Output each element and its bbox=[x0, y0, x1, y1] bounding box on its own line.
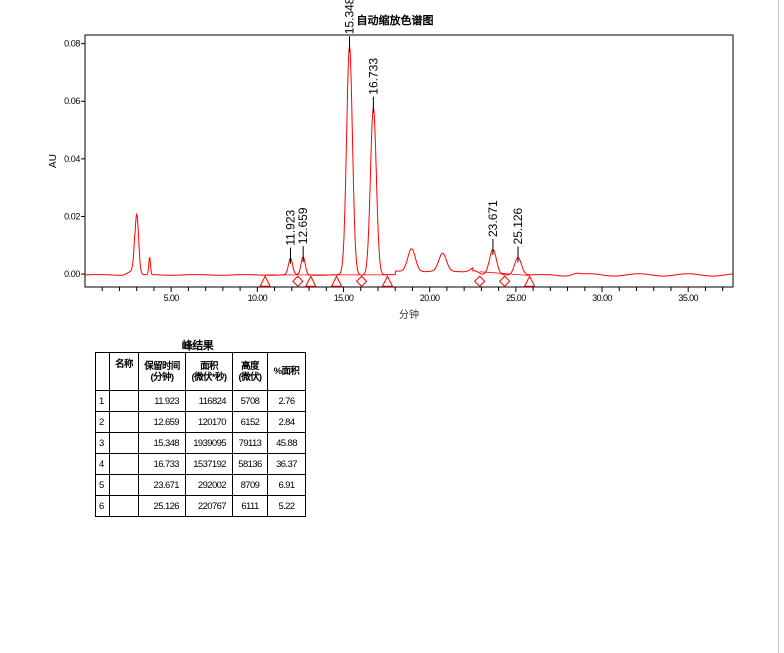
col-height: 高度 (微伏) bbox=[232, 352, 268, 391]
peak-results-table: 名称 保留时间 (分钟) 面积 (微伏*秒) 高度 (微伏) %面积 1 11.9… bbox=[95, 352, 306, 517]
baseline-triangle-marker bbox=[259, 275, 271, 287]
baseline-triangle-marker bbox=[523, 275, 536, 287]
chromatogram-chart: 自动缩放色谱图 0.00 0.02 0.04 0.06 0.08 5.00 10.00 15.0… bbox=[48, 0, 734, 321]
table-cell: 2 bbox=[95, 411, 110, 433]
y-tick-label: 0.06 bbox=[64, 96, 80, 106]
signal-trace bbox=[85, 46, 733, 277]
table-cell: 12.659 bbox=[138, 411, 186, 433]
table-cell: 116824 bbox=[185, 390, 233, 412]
table-cell: 2.76 bbox=[267, 390, 306, 412]
y-tick-label: 0.04 bbox=[64, 154, 80, 164]
peak-label: 16.733 bbox=[366, 58, 380, 95]
col-index bbox=[95, 352, 110, 391]
col-rt: 保留时间 (分钟) bbox=[138, 352, 186, 391]
table-cell: 25.126 bbox=[138, 495, 186, 517]
table-cell: 11.923 bbox=[138, 390, 186, 412]
table-cell: 220767 bbox=[185, 495, 233, 517]
table-row: 2 12.659 120170 6152 2.84 bbox=[95, 411, 306, 433]
plot-frame bbox=[84, 34, 734, 288]
peak-label: 12.659 bbox=[296, 207, 310, 244]
table-cell: 16.733 bbox=[138, 453, 186, 475]
baseline-diamond-marker bbox=[498, 275, 511, 287]
table-row: 4 16.733 1537192 58136 36.37 bbox=[95, 453, 306, 475]
table-cell bbox=[109, 474, 139, 496]
chart-title: 自动缩放色谱图 bbox=[357, 13, 434, 27]
table-cell: 58136 bbox=[232, 453, 268, 475]
table-cell: 3 bbox=[95, 432, 110, 454]
table-cell: 6111 bbox=[232, 495, 268, 517]
peak-label: 11.923 bbox=[283, 209, 297, 245]
table-cell: 4 bbox=[95, 453, 110, 475]
table-cell: 45.88 bbox=[267, 432, 306, 454]
x-tick-label: 25.00 bbox=[506, 293, 526, 303]
table-cell: 6152 bbox=[232, 411, 268, 433]
table-cell: 1537192 bbox=[185, 453, 233, 475]
baseline-diamond-marker bbox=[473, 275, 486, 287]
peak-label: 23.671 bbox=[486, 200, 500, 237]
y-axis-label: AU bbox=[48, 154, 59, 168]
table-cell: 5708 bbox=[232, 390, 268, 412]
table-header-row: 名称 保留时间 (分钟) 面积 (微伏*秒) 高度 (微伏) %面积 bbox=[95, 352, 306, 391]
table-row: 3 15.348 1939095 79113 45.88 bbox=[95, 432, 306, 454]
table-cell bbox=[109, 432, 139, 454]
table-cell: 6 bbox=[95, 495, 110, 517]
x-tick-label: 10.00 bbox=[248, 293, 268, 303]
col-area: 面积 (微伏*秒) bbox=[185, 352, 233, 391]
table-cell: 23.671 bbox=[138, 474, 186, 496]
baseline-diamond-marker bbox=[292, 275, 304, 287]
baseline-triangle-marker bbox=[381, 275, 394, 287]
table-cell: 120170 bbox=[185, 411, 233, 433]
y-tick-label: 0.02 bbox=[64, 211, 80, 221]
table-cell: 5 bbox=[95, 474, 110, 496]
x-tick-label: 5.00 bbox=[164, 293, 180, 303]
page-edge bbox=[778, 0, 779, 653]
table-cell: 1939095 bbox=[185, 432, 233, 454]
table-row: 1 11.923 116824 5708 2.76 bbox=[95, 390, 306, 412]
results-title: 峰结果 bbox=[181, 340, 214, 352]
table-cell: 1 bbox=[95, 390, 110, 412]
table-cell: 5.22 bbox=[267, 495, 306, 517]
table-cell bbox=[109, 453, 139, 475]
baseline-triangle-marker bbox=[304, 275, 317, 287]
y-tick-label: 0.08 bbox=[64, 39, 80, 49]
col-pct-area: %面积 bbox=[267, 352, 306, 391]
table-cell: 36.37 bbox=[267, 453, 306, 475]
y-tick-label: 0.00 bbox=[64, 269, 80, 279]
integration-baseline bbox=[479, 271, 530, 276]
table-cell bbox=[109, 411, 139, 433]
table-cell bbox=[109, 390, 139, 412]
col-name: 名称 bbox=[109, 352, 139, 391]
table-cell: 15.348 bbox=[138, 432, 186, 454]
table-cell: 292002 bbox=[185, 474, 233, 496]
x-axis-label: 分钟 bbox=[399, 308, 419, 321]
table-row: 5 23.671 292002 8709 6.91 bbox=[95, 474, 306, 496]
peak-label: 15.348 bbox=[343, 0, 357, 34]
table-cell: 79113 bbox=[232, 432, 268, 454]
x-tick-label: 15.00 bbox=[334, 293, 354, 303]
table-cell bbox=[109, 495, 139, 517]
peak-label: 25.126 bbox=[511, 207, 525, 244]
x-tick-label: 35.00 bbox=[678, 293, 698, 303]
table-cell: 6.91 bbox=[267, 474, 306, 496]
baseline-triangle-marker bbox=[330, 275, 343, 287]
table-row: 6 25.126 220767 6111 5.22 bbox=[95, 495, 306, 517]
x-tick-label: 30.00 bbox=[592, 293, 612, 303]
baseline-diamond-marker bbox=[355, 275, 368, 287]
table-cell: 2.84 bbox=[267, 411, 306, 433]
table-cell: 8709 bbox=[232, 474, 268, 496]
x-tick-label: 20.00 bbox=[420, 293, 440, 303]
